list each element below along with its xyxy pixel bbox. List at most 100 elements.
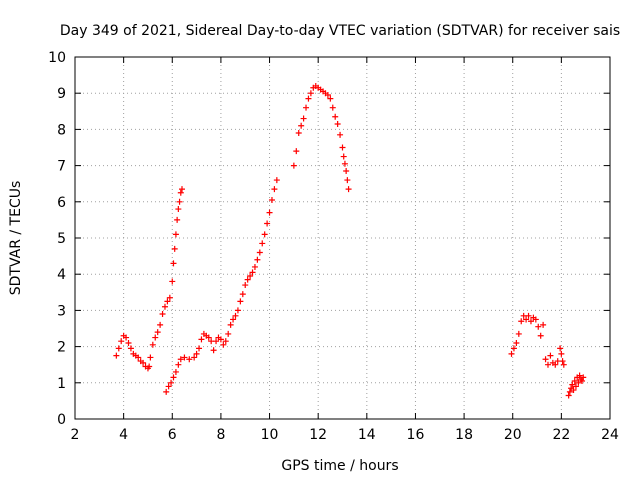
data-point xyxy=(518,318,525,325)
x-tick-label: 10 xyxy=(261,427,279,443)
data-point xyxy=(560,361,567,368)
data-point xyxy=(193,350,200,357)
x-tick-label: 22 xyxy=(552,427,570,443)
x-tick-label: 16 xyxy=(407,427,425,443)
data-point xyxy=(334,120,341,127)
data-point xyxy=(174,216,181,223)
data-point xyxy=(210,347,217,354)
x-tick-label: 18 xyxy=(455,427,473,443)
data-point xyxy=(154,329,161,336)
data-point xyxy=(149,341,156,348)
data-point xyxy=(170,374,177,381)
data-point xyxy=(261,231,268,238)
data-point xyxy=(580,374,587,381)
data-point xyxy=(344,177,351,184)
data-point xyxy=(161,303,168,310)
data-point xyxy=(303,104,310,111)
y-tick-label: 6 xyxy=(57,195,66,211)
data-point xyxy=(571,377,578,384)
data-point xyxy=(298,122,305,129)
data-point xyxy=(264,220,271,227)
data-point xyxy=(140,359,147,366)
data-point xyxy=(345,186,352,193)
y-tick-label: 10 xyxy=(48,50,66,66)
data-point xyxy=(205,334,212,341)
data-point xyxy=(152,334,159,341)
y-tick-label: 7 xyxy=(57,159,66,175)
y-tick-label: 0 xyxy=(57,412,66,428)
data-point xyxy=(225,330,232,337)
data-point xyxy=(570,387,577,394)
data-point xyxy=(222,338,229,345)
x-tick-label: 12 xyxy=(309,427,327,443)
data-point xyxy=(254,256,261,263)
data-point xyxy=(273,177,280,184)
data-point xyxy=(125,339,132,346)
data-point xyxy=(230,316,237,323)
data-point xyxy=(177,189,184,196)
data-point xyxy=(159,311,166,318)
data-point xyxy=(527,318,534,325)
data-point xyxy=(579,377,586,384)
data-point xyxy=(227,321,234,328)
data-point xyxy=(196,345,203,352)
series-segment-4 xyxy=(508,312,567,368)
data-point xyxy=(157,321,164,328)
data-point xyxy=(557,345,564,352)
data-point xyxy=(170,260,177,267)
x-axis-label: GPS time / hours xyxy=(281,458,398,474)
data-point xyxy=(324,92,331,99)
data-point xyxy=(329,104,336,111)
data-point xyxy=(175,361,182,368)
data-point xyxy=(186,356,193,363)
data-point xyxy=(575,379,582,386)
data-point xyxy=(513,339,520,346)
data-point xyxy=(244,276,251,283)
data-point xyxy=(300,115,307,122)
data-point xyxy=(239,291,246,298)
data-point xyxy=(576,372,583,379)
data-point xyxy=(266,209,273,216)
data-point xyxy=(165,383,172,390)
data-point xyxy=(247,273,254,280)
data-point xyxy=(337,131,344,138)
data-point xyxy=(176,198,183,205)
data-point xyxy=(164,298,171,305)
data-point xyxy=(113,352,120,359)
data-point xyxy=(305,95,312,102)
data-point xyxy=(510,345,517,352)
data-points xyxy=(113,82,587,399)
y-tick-label: 8 xyxy=(57,122,66,138)
data-point xyxy=(327,95,334,102)
data-point xyxy=(169,278,176,285)
data-point xyxy=(537,332,544,339)
data-point xyxy=(566,388,573,395)
data-point xyxy=(249,269,256,276)
x-tick-label: 8 xyxy=(216,427,225,443)
data-point xyxy=(559,358,566,365)
data-point xyxy=(293,148,300,155)
data-point xyxy=(525,312,532,319)
data-point xyxy=(339,144,346,151)
data-point xyxy=(171,245,178,252)
data-point xyxy=(544,361,551,368)
data-point xyxy=(191,354,198,361)
data-point xyxy=(515,330,522,337)
data-point xyxy=(558,350,565,357)
data-point xyxy=(234,307,241,314)
y-tick-label: 9 xyxy=(57,86,66,102)
data-point xyxy=(540,321,547,328)
series-segment-1 xyxy=(113,186,185,372)
grid xyxy=(75,57,610,419)
plot-frame xyxy=(74,56,611,420)
data-point xyxy=(168,379,175,386)
data-point xyxy=(232,312,239,319)
y-tick-label: 5 xyxy=(57,231,66,247)
data-point xyxy=(340,153,347,160)
data-point xyxy=(268,196,275,203)
x-tick-label: 20 xyxy=(504,427,522,443)
series-segment-2 xyxy=(163,177,280,395)
x-tick-label: 6 xyxy=(168,427,177,443)
